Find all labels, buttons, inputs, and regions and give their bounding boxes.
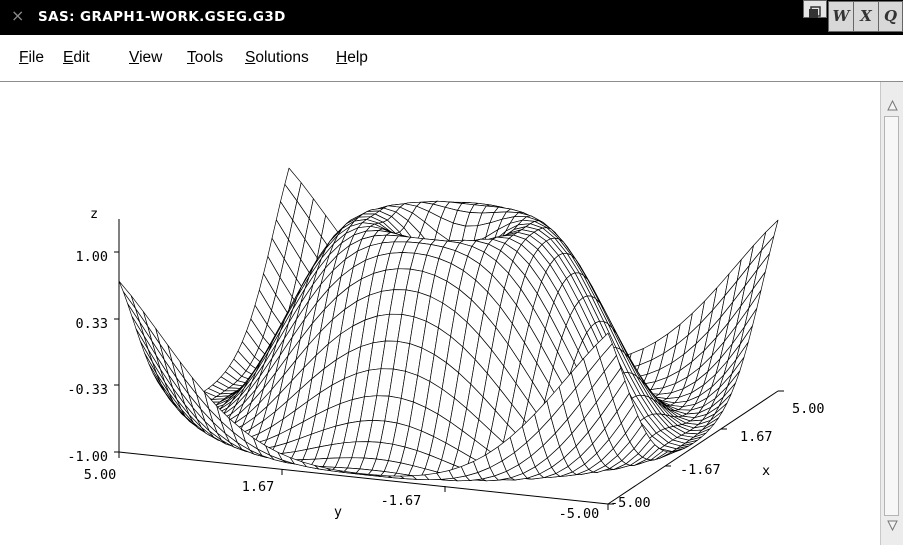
scrollbar-thumb[interactable]: [884, 116, 899, 516]
surface-plot: z 1.00 0.33 -0.33 -1.00 5.00 1.67 -1.67 …: [67, 167, 825, 522]
window-title: SAS: GRAPH1-WORK.GSEG.G3D: [38, 9, 286, 25]
y-tick-label-2: 1.67: [242, 479, 275, 495]
scroll-up-icon[interactable]: [887, 100, 898, 111]
y-tick-label-1: 5.00: [84, 467, 117, 483]
menu-edit[interactable]: Edit: [63, 49, 90, 66]
menu-help[interactable]: Help: [336, 49, 368, 66]
menu-tools[interactable]: Tools: [187, 49, 224, 66]
y-tick-label-4: -5.00: [559, 506, 600, 522]
x-axis-label: x: [762, 463, 770, 479]
z-tick-label-2: 0.33: [75, 316, 108, 332]
menu-file[interactable]: File: [19, 49, 44, 66]
x-axis-line: [607, 390, 779, 505]
w-button[interactable]: W: [828, 1, 854, 32]
surface-cell-1599: [595, 332, 613, 359]
scroll-down-icon[interactable]: [887, 520, 898, 531]
surface-cell-780: [118, 280, 136, 309]
axes: [114, 219, 784, 510]
x-tick-label-3: -1.67: [680, 462, 721, 478]
y-axis-line: [118, 451, 609, 505]
x-button[interactable]: X: [853, 1, 879, 32]
menu-view[interactable]: View: [129, 49, 163, 66]
x-tick-label-4: -5.00: [610, 495, 651, 511]
z-axis-label: z: [90, 206, 98, 222]
z-tick-label-4: -1.00: [67, 449, 108, 465]
x-tick-label-1: 5.00: [792, 401, 825, 417]
vertical-scrollbar[interactable]: [880, 82, 903, 545]
title-bar: × SAS: GRAPH1-WORK.GSEG.G3D W X Q: [0, 0, 903, 35]
z-tick-label-1: 1.00: [75, 249, 108, 265]
menu-bar: File Edit View Tools Solutions Help: [0, 35, 903, 82]
y-tick-label-3: -1.67: [381, 493, 422, 509]
restore-icon[interactable]: [803, 0, 827, 18]
y-axis-label: y: [334, 504, 342, 520]
z-tick-label-3: -0.33: [67, 382, 108, 398]
q-button[interactable]: Q: [878, 1, 903, 32]
x-tick-label-2: 1.67: [740, 429, 773, 445]
menu-solutions[interactable]: Solutions: [245, 49, 309, 66]
window-menu-icon[interactable]: ×: [11, 6, 25, 25]
surface-mesh: [118, 167, 779, 482]
graph-area: z 1.00 0.33 -0.33 -1.00 5.00 1.67 -1.67 …: [0, 82, 880, 545]
